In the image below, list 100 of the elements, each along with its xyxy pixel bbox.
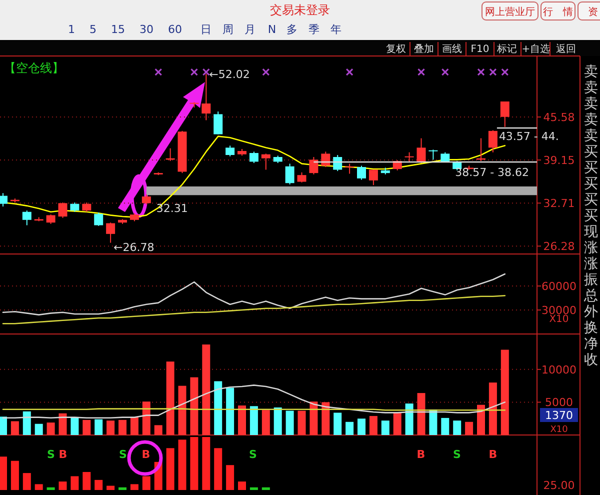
text: F10 bbox=[470, 44, 490, 55]
bar bbox=[202, 437, 210, 490]
y-tick-label: 5000 bbox=[545, 396, 573, 410]
bar bbox=[310, 402, 318, 435]
text: 1 5 15 30 60 bbox=[68, 23, 182, 36]
bar bbox=[262, 410, 270, 435]
bar bbox=[58, 413, 67, 435]
annotation: S bbox=[249, 448, 258, 461]
text: +自选 bbox=[522, 43, 550, 55]
bar bbox=[488, 382, 497, 435]
annotation: S bbox=[47, 448, 56, 461]
candlestick bbox=[321, 151, 330, 168]
bar bbox=[70, 476, 79, 490]
text: 周 bbox=[222, 23, 234, 36]
bar bbox=[130, 484, 138, 490]
candlestick bbox=[214, 111, 223, 135]
bar bbox=[500, 350, 509, 435]
candlestick bbox=[249, 151, 258, 164]
bar bbox=[178, 386, 186, 435]
bar bbox=[118, 487, 126, 490]
text: 1370 bbox=[545, 409, 573, 422]
candlestick bbox=[345, 163, 354, 174]
candlestick bbox=[142, 194, 151, 205]
bar bbox=[226, 388, 234, 435]
y-tick-label: 10000 bbox=[542, 363, 576, 376]
text: 网上营业厅 bbox=[485, 6, 535, 18]
text: 卖卖卖卖卖买买买买买现涨涨振总外换净收 bbox=[584, 64, 598, 368]
text: N bbox=[268, 23, 276, 36]
bar bbox=[238, 405, 246, 435]
text: 季 bbox=[308, 23, 320, 36]
bar bbox=[154, 425, 162, 435]
candlestick bbox=[428, 149, 438, 160]
bar bbox=[94, 419, 103, 435]
annotation: 43.57 - 44. bbox=[498, 130, 559, 143]
bar bbox=[274, 407, 282, 435]
annotation: B bbox=[142, 448, 150, 461]
bar bbox=[10, 421, 19, 435]
bar bbox=[46, 487, 55, 490]
bar bbox=[22, 473, 31, 490]
text: B bbox=[416, 448, 426, 461]
bar bbox=[417, 393, 426, 435]
bar bbox=[381, 420, 390, 435]
annotation: 32.31 bbox=[156, 202, 188, 215]
candlestick bbox=[261, 153, 270, 170]
y-tick-label: 45.58 bbox=[543, 111, 575, 124]
text: 年 bbox=[330, 23, 342, 36]
bar bbox=[34, 484, 43, 490]
line-series bbox=[2, 273, 506, 316]
y-tick-label: 32.71 bbox=[543, 197, 575, 210]
text: 叠加 bbox=[414, 43, 434, 55]
text: 月 bbox=[244, 23, 256, 36]
candlestick bbox=[70, 202, 80, 212]
bar bbox=[358, 418, 366, 435]
text: B bbox=[488, 448, 498, 461]
bar bbox=[0, 416, 7, 435]
bar bbox=[465, 422, 474, 435]
bar bbox=[22, 411, 31, 435]
bar bbox=[142, 476, 150, 490]
text: 画线 bbox=[442, 43, 462, 55]
annotation: B bbox=[58, 448, 68, 461]
bar bbox=[10, 460, 19, 490]
bar bbox=[118, 420, 126, 435]
y-tick-label: 60000 bbox=[542, 280, 576, 293]
bar bbox=[226, 465, 234, 490]
bar bbox=[46, 422, 55, 435]
text: 行 情 bbox=[543, 6, 573, 18]
bar bbox=[82, 472, 91, 490]
candlestick bbox=[416, 138, 426, 164]
line-series bbox=[2, 384, 506, 419]
line-series bbox=[2, 294, 506, 324]
bar bbox=[393, 412, 402, 435]
text: 多 bbox=[286, 23, 298, 36]
bar bbox=[190, 437, 198, 490]
bar bbox=[322, 402, 330, 435]
candlestick bbox=[333, 154, 342, 172]
candlestick bbox=[500, 100, 510, 128]
candlestick bbox=[106, 222, 116, 244]
bar bbox=[298, 410, 306, 435]
annotation: S bbox=[119, 448, 128, 461]
text: 标记 bbox=[496, 43, 517, 55]
candlestick bbox=[297, 172, 306, 183]
bar bbox=[34, 424, 43, 435]
bar bbox=[0, 456, 7, 490]
annotation: ←26.78 bbox=[114, 240, 154, 254]
text: 复权 bbox=[386, 43, 406, 55]
bar bbox=[250, 406, 258, 435]
annotation: 38.57 - 38.62 bbox=[455, 166, 530, 179]
bar bbox=[82, 420, 91, 435]
text: S bbox=[453, 448, 462, 461]
bar bbox=[477, 404, 485, 435]
bar bbox=[334, 412, 342, 435]
bar bbox=[286, 410, 294, 435]
candlestick bbox=[46, 214, 56, 224]
candlestick bbox=[94, 212, 104, 226]
y-tick-label: 26.28 bbox=[543, 240, 575, 254]
bar bbox=[262, 487, 270, 490]
text: 25.00 bbox=[543, 479, 575, 492]
candlestick bbox=[488, 130, 498, 153]
bar bbox=[106, 420, 115, 435]
candlestick bbox=[226, 145, 235, 157]
